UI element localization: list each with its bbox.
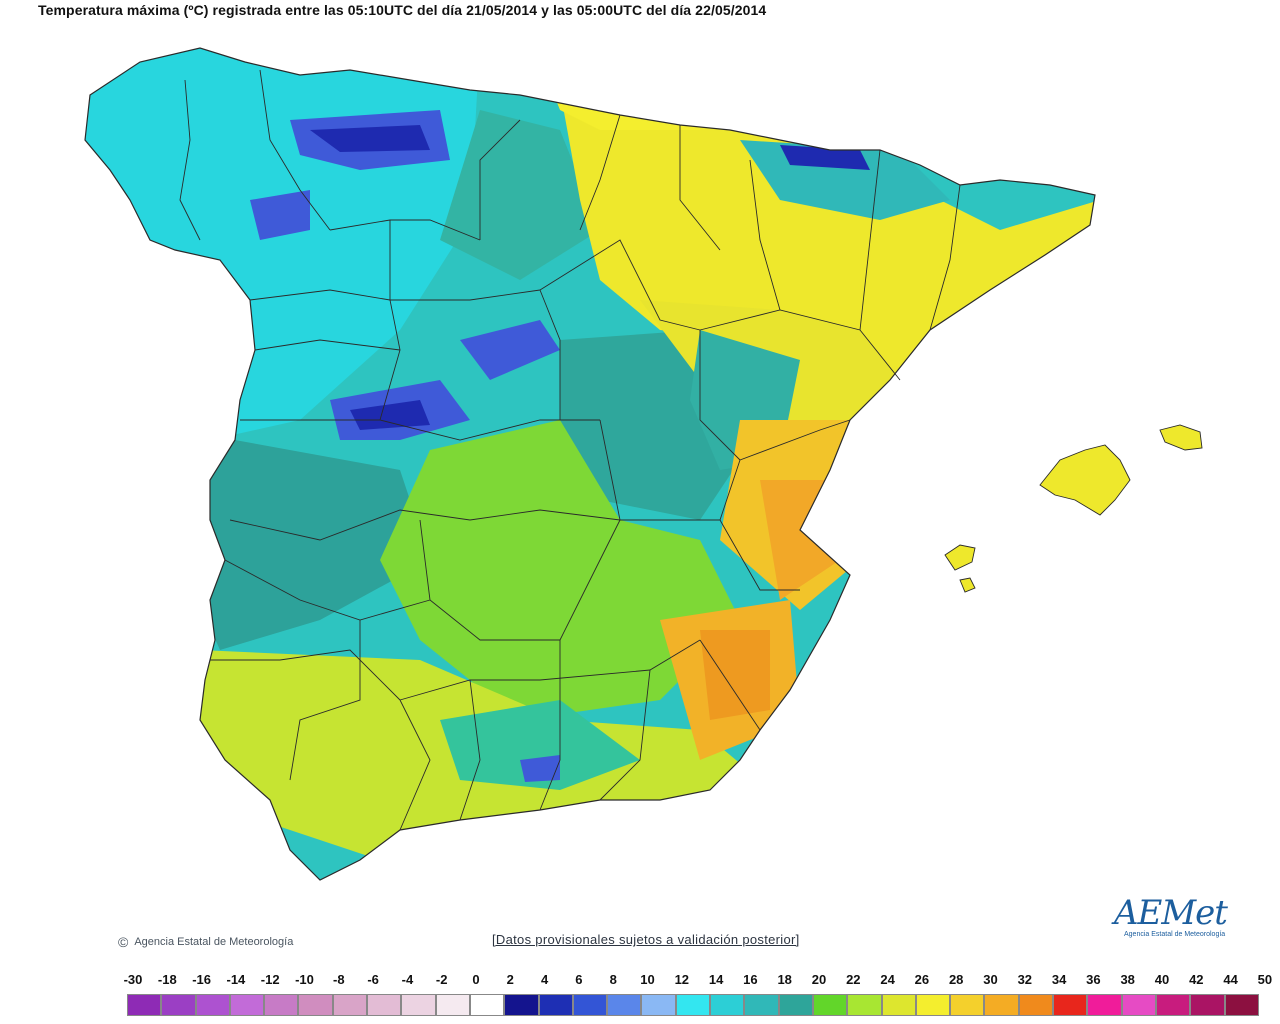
legend-swatch (127, 994, 162, 1016)
legend-label: 8 (609, 972, 617, 987)
legend-label: 20 (811, 972, 827, 987)
legend-swatch (1121, 994, 1156, 1016)
coastline (84, 47, 1096, 881)
province-borders (179, 69, 961, 831)
legend-label: 24 (880, 972, 895, 987)
legend-label: 16 (743, 972, 758, 987)
legend-swatch (1053, 994, 1088, 1016)
legend-swatch (607, 994, 642, 1016)
legend-label: 44 (1223, 972, 1238, 987)
legend-swatch (367, 994, 402, 1016)
legend-labels: -30 -18 -16 -14 -12 -10 -8 -6 -4 -2 0 2 4 6 8 10 12 14 16 1… (0, 972, 1280, 992)
legend-swatch (744, 994, 779, 1016)
legend-swatch (298, 994, 333, 1016)
legend-swatch (435, 994, 470, 1016)
legend-label: 2 (506, 972, 514, 987)
legend-label: 38 (1120, 972, 1135, 987)
legend-swatch (1224, 994, 1259, 1016)
logo-subtitle: Agencia Estatal de Meteorología (1124, 931, 1226, 938)
legend-label: 12 (674, 972, 690, 987)
legend-swatch (984, 994, 1019, 1016)
copyright-icon: © (118, 934, 129, 950)
legend-label: 22 (846, 972, 861, 987)
legend-swatch (161, 994, 196, 1016)
legend-swatch (950, 994, 985, 1016)
legend-label: 34 (1051, 972, 1067, 987)
map-title: Temperatura máxima (ºC) registrada entre… (38, 2, 767, 18)
logo-wordmark: AEMet (1114, 893, 1228, 933)
legend-swatch (332, 994, 368, 1016)
legend-swatch (229, 994, 265, 1016)
legend-label: -16 (192, 972, 211, 987)
legend-label: 28 (948, 972, 964, 987)
agency-name: Agencia Estatal de Meteorología (134, 936, 294, 948)
legend-label: 36 (1086, 972, 1101, 987)
legend-label: -2 (435, 972, 448, 987)
legend-label: 26 (914, 972, 930, 987)
legend-label: 14 (708, 972, 724, 987)
legend-swatch (1190, 994, 1225, 1016)
legend-label: -4 (401, 972, 414, 987)
legend-label: 30 (983, 972, 998, 987)
agency-credit: © Agencia Estatal de Meteorología (118, 934, 293, 950)
legend-label: 50 (1257, 972, 1273, 987)
legend-swatch (1155, 994, 1191, 1016)
legend-label: 40 (1154, 972, 1170, 987)
legend-swatch (195, 994, 230, 1016)
legend-label: -14 (226, 972, 246, 987)
legend-label: 32 (1017, 972, 1033, 987)
legend-label: 10 (640, 972, 655, 987)
legend-label: -12 (260, 972, 280, 987)
provisional-data-note: [Datos provisionales sujetos a validació… (492, 932, 800, 947)
legend-swatch (538, 994, 573, 1016)
legend-label: 6 (575, 972, 583, 987)
legend-swatch (778, 994, 813, 1016)
legend-swatch (572, 994, 608, 1016)
legend-swatch (881, 994, 916, 1016)
legend-swatch (504, 994, 539, 1016)
legend-color-scale (127, 994, 1259, 1016)
legend-swatch (710, 994, 745, 1016)
peninsula-shape (85, 48, 1095, 880)
legend-swatch (847, 994, 882, 1016)
legend-swatch (1018, 994, 1054, 1016)
legend-swatch (1087, 994, 1122, 1016)
legend-label: -18 (157, 972, 177, 987)
legend-label: 18 (777, 972, 792, 987)
legend-swatch (675, 994, 711, 1016)
legend-swatch (915, 994, 951, 1016)
legend-label: -8 (333, 972, 345, 987)
legend-label: 42 (1189, 972, 1204, 987)
legend-swatch (812, 994, 848, 1016)
legend-label: 0 (472, 972, 480, 987)
legend-label: 4 (540, 972, 549, 987)
legend-swatch (641, 994, 676, 1016)
legend-label: -10 (295, 972, 314, 987)
legend-label: -30 (123, 972, 143, 987)
legend-swatch (264, 994, 299, 1016)
aemet-logo: AEMet Agencia Estatal de Meteorología (1114, 895, 1254, 955)
legend-label: -6 (367, 972, 379, 987)
legend-swatch (401, 994, 436, 1016)
balearic-islands (944, 424, 1203, 593)
legend-swatch (469, 994, 505, 1016)
